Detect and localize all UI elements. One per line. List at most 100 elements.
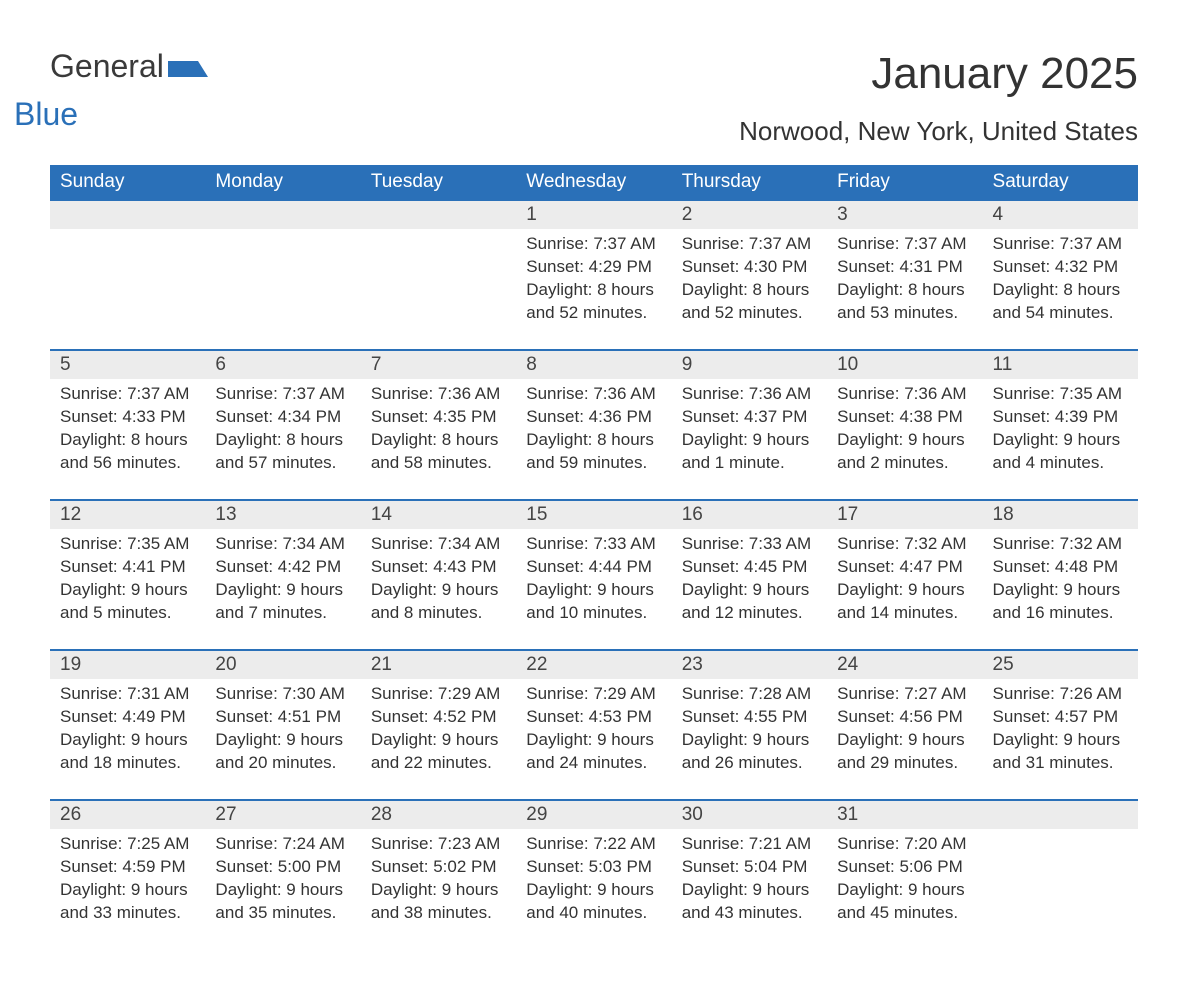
day-number: 3 [827, 199, 982, 229]
calendar-week-row: 5Sunrise: 7:37 AMSunset: 4:33 PMDaylight… [50, 349, 1138, 499]
day-number: 30 [672, 799, 827, 829]
sunset-text: Sunset: 4:48 PM [993, 556, 1128, 579]
day-data: Sunrise: 7:37 AMSunset: 4:33 PMDaylight:… [50, 379, 205, 479]
daylight-text: Daylight: 9 hours and 12 minutes. [682, 579, 817, 625]
weekday-header: Wednesday [516, 165, 671, 199]
day-data: Sunrise: 7:36 AMSunset: 4:36 PMDaylight:… [516, 379, 671, 479]
day-data: Sunrise: 7:31 AMSunset: 4:49 PMDaylight:… [50, 679, 205, 779]
daylight-text: Daylight: 9 hours and 45 minutes. [837, 879, 972, 925]
day-number: 21 [361, 649, 516, 679]
sunrise-text: Sunrise: 7:27 AM [837, 683, 972, 706]
day-data: Sunrise: 7:36 AMSunset: 4:35 PMDaylight:… [361, 379, 516, 479]
day-number: 25 [983, 649, 1138, 679]
day-data: Sunrise: 7:35 AMSunset: 4:41 PMDaylight:… [50, 529, 205, 629]
calendar-day-cell: 30Sunrise: 7:21 AMSunset: 5:04 PMDayligh… [672, 799, 827, 949]
sunrise-text: Sunrise: 7:36 AM [526, 383, 661, 406]
logo-text-general: General [50, 48, 164, 84]
day-number: 15 [516, 499, 671, 529]
sunrise-text: Sunrise: 7:32 AM [837, 533, 972, 556]
day-data [205, 229, 360, 237]
month-title: January 2025 [739, 50, 1138, 98]
calendar-day-cell: 22Sunrise: 7:29 AMSunset: 4:53 PMDayligh… [516, 649, 671, 799]
daylight-text: Daylight: 9 hours and 16 minutes. [993, 579, 1128, 625]
calendar-day-cell: 25Sunrise: 7:26 AMSunset: 4:57 PMDayligh… [983, 649, 1138, 799]
calendar-day-cell: 9Sunrise: 7:36 AMSunset: 4:37 PMDaylight… [672, 349, 827, 499]
daylight-text: Daylight: 8 hours and 53 minutes. [837, 279, 972, 325]
calendar-day-cell: 26Sunrise: 7:25 AMSunset: 4:59 PMDayligh… [50, 799, 205, 949]
day-number: 7 [361, 349, 516, 379]
sunset-text: Sunset: 4:51 PM [215, 706, 350, 729]
day-data: Sunrise: 7:20 AMSunset: 5:06 PMDaylight:… [827, 829, 982, 929]
sunrise-text: Sunrise: 7:33 AM [526, 533, 661, 556]
sunrise-text: Sunrise: 7:36 AM [371, 383, 506, 406]
sunrise-text: Sunrise: 7:32 AM [993, 533, 1128, 556]
daylight-text: Daylight: 8 hours and 57 minutes. [215, 429, 350, 475]
calendar-day-cell [361, 199, 516, 349]
sunrise-text: Sunrise: 7:24 AM [215, 833, 350, 856]
calendar-day-cell: 8Sunrise: 7:36 AMSunset: 4:36 PMDaylight… [516, 349, 671, 499]
sunset-text: Sunset: 4:57 PM [993, 706, 1128, 729]
day-data: Sunrise: 7:29 AMSunset: 4:52 PMDaylight:… [361, 679, 516, 779]
daylight-text: Daylight: 9 hours and 29 minutes. [837, 729, 972, 775]
sunset-text: Sunset: 5:06 PM [837, 856, 972, 879]
calendar-table: Sunday Monday Tuesday Wednesday Thursday… [50, 165, 1138, 949]
sunset-text: Sunset: 4:29 PM [526, 256, 661, 279]
sunrise-text: Sunrise: 7:37 AM [682, 233, 817, 256]
calendar-week-row: 1Sunrise: 7:37 AMSunset: 4:29 PMDaylight… [50, 199, 1138, 349]
day-number: 19 [50, 649, 205, 679]
calendar-day-cell: 7Sunrise: 7:36 AMSunset: 4:35 PMDaylight… [361, 349, 516, 499]
daylight-text: Daylight: 9 hours and 10 minutes. [526, 579, 661, 625]
daylight-text: Daylight: 9 hours and 38 minutes. [371, 879, 506, 925]
calendar-day-cell: 16Sunrise: 7:33 AMSunset: 4:45 PMDayligh… [672, 499, 827, 649]
day-number: 27 [205, 799, 360, 829]
sunset-text: Sunset: 4:43 PM [371, 556, 506, 579]
day-number: 24 [827, 649, 982, 679]
calendar-day-cell: 31Sunrise: 7:20 AMSunset: 5:06 PMDayligh… [827, 799, 982, 949]
sunrise-text: Sunrise: 7:29 AM [526, 683, 661, 706]
daylight-text: Daylight: 9 hours and 26 minutes. [682, 729, 817, 775]
calendar-day-cell: 14Sunrise: 7:34 AMSunset: 4:43 PMDayligh… [361, 499, 516, 649]
sunrise-text: Sunrise: 7:26 AM [993, 683, 1128, 706]
calendar-day-cell: 12Sunrise: 7:35 AMSunset: 4:41 PMDayligh… [50, 499, 205, 649]
sunset-text: Sunset: 4:47 PM [837, 556, 972, 579]
weekday-header: Friday [827, 165, 982, 199]
daylight-text: Daylight: 8 hours and 52 minutes. [526, 279, 661, 325]
day-data: Sunrise: 7:33 AMSunset: 4:44 PMDaylight:… [516, 529, 671, 629]
day-number: 31 [827, 799, 982, 829]
sunrise-text: Sunrise: 7:37 AM [993, 233, 1128, 256]
sunset-text: Sunset: 4:53 PM [526, 706, 661, 729]
sunrise-text: Sunrise: 7:36 AM [682, 383, 817, 406]
daylight-text: Daylight: 9 hours and 1 minute. [682, 429, 817, 475]
day-number: 9 [672, 349, 827, 379]
calendar-day-cell: 28Sunrise: 7:23 AMSunset: 5:02 PMDayligh… [361, 799, 516, 949]
sunrise-text: Sunrise: 7:34 AM [215, 533, 350, 556]
weekday-header: Saturday [983, 165, 1138, 199]
day-data: Sunrise: 7:35 AMSunset: 4:39 PMDaylight:… [983, 379, 1138, 479]
day-data: Sunrise: 7:34 AMSunset: 4:43 PMDaylight:… [361, 529, 516, 629]
sunset-text: Sunset: 4:49 PM [60, 706, 195, 729]
sunset-text: Sunset: 4:45 PM [682, 556, 817, 579]
calendar-day-cell [983, 799, 1138, 949]
daylight-text: Daylight: 8 hours and 59 minutes. [526, 429, 661, 475]
day-number [205, 199, 360, 229]
day-data: Sunrise: 7:23 AMSunset: 5:02 PMDaylight:… [361, 829, 516, 929]
sunrise-text: Sunrise: 7:21 AM [682, 833, 817, 856]
day-number [983, 799, 1138, 829]
day-data: Sunrise: 7:25 AMSunset: 4:59 PMDaylight:… [50, 829, 205, 929]
day-number: 10 [827, 349, 982, 379]
calendar-day-cell: 3Sunrise: 7:37 AMSunset: 4:31 PMDaylight… [827, 199, 982, 349]
daylight-text: Daylight: 9 hours and 40 minutes. [526, 879, 661, 925]
calendar-day-cell: 23Sunrise: 7:28 AMSunset: 4:55 PMDayligh… [672, 649, 827, 799]
calendar-day-cell: 27Sunrise: 7:24 AMSunset: 5:00 PMDayligh… [205, 799, 360, 949]
daylight-text: Daylight: 9 hours and 2 minutes. [837, 429, 972, 475]
logo-text-blue: Blue [14, 96, 78, 132]
sunrise-text: Sunrise: 7:35 AM [60, 533, 195, 556]
calendar-day-cell [205, 199, 360, 349]
sunset-text: Sunset: 4:38 PM [837, 406, 972, 429]
sunset-text: Sunset: 4:55 PM [682, 706, 817, 729]
weekday-header: Sunday [50, 165, 205, 199]
calendar-day-cell: 4Sunrise: 7:37 AMSunset: 4:32 PMDaylight… [983, 199, 1138, 349]
day-data [983, 829, 1138, 837]
calendar-week-row: 26Sunrise: 7:25 AMSunset: 4:59 PMDayligh… [50, 799, 1138, 949]
weekday-header: Monday [205, 165, 360, 199]
